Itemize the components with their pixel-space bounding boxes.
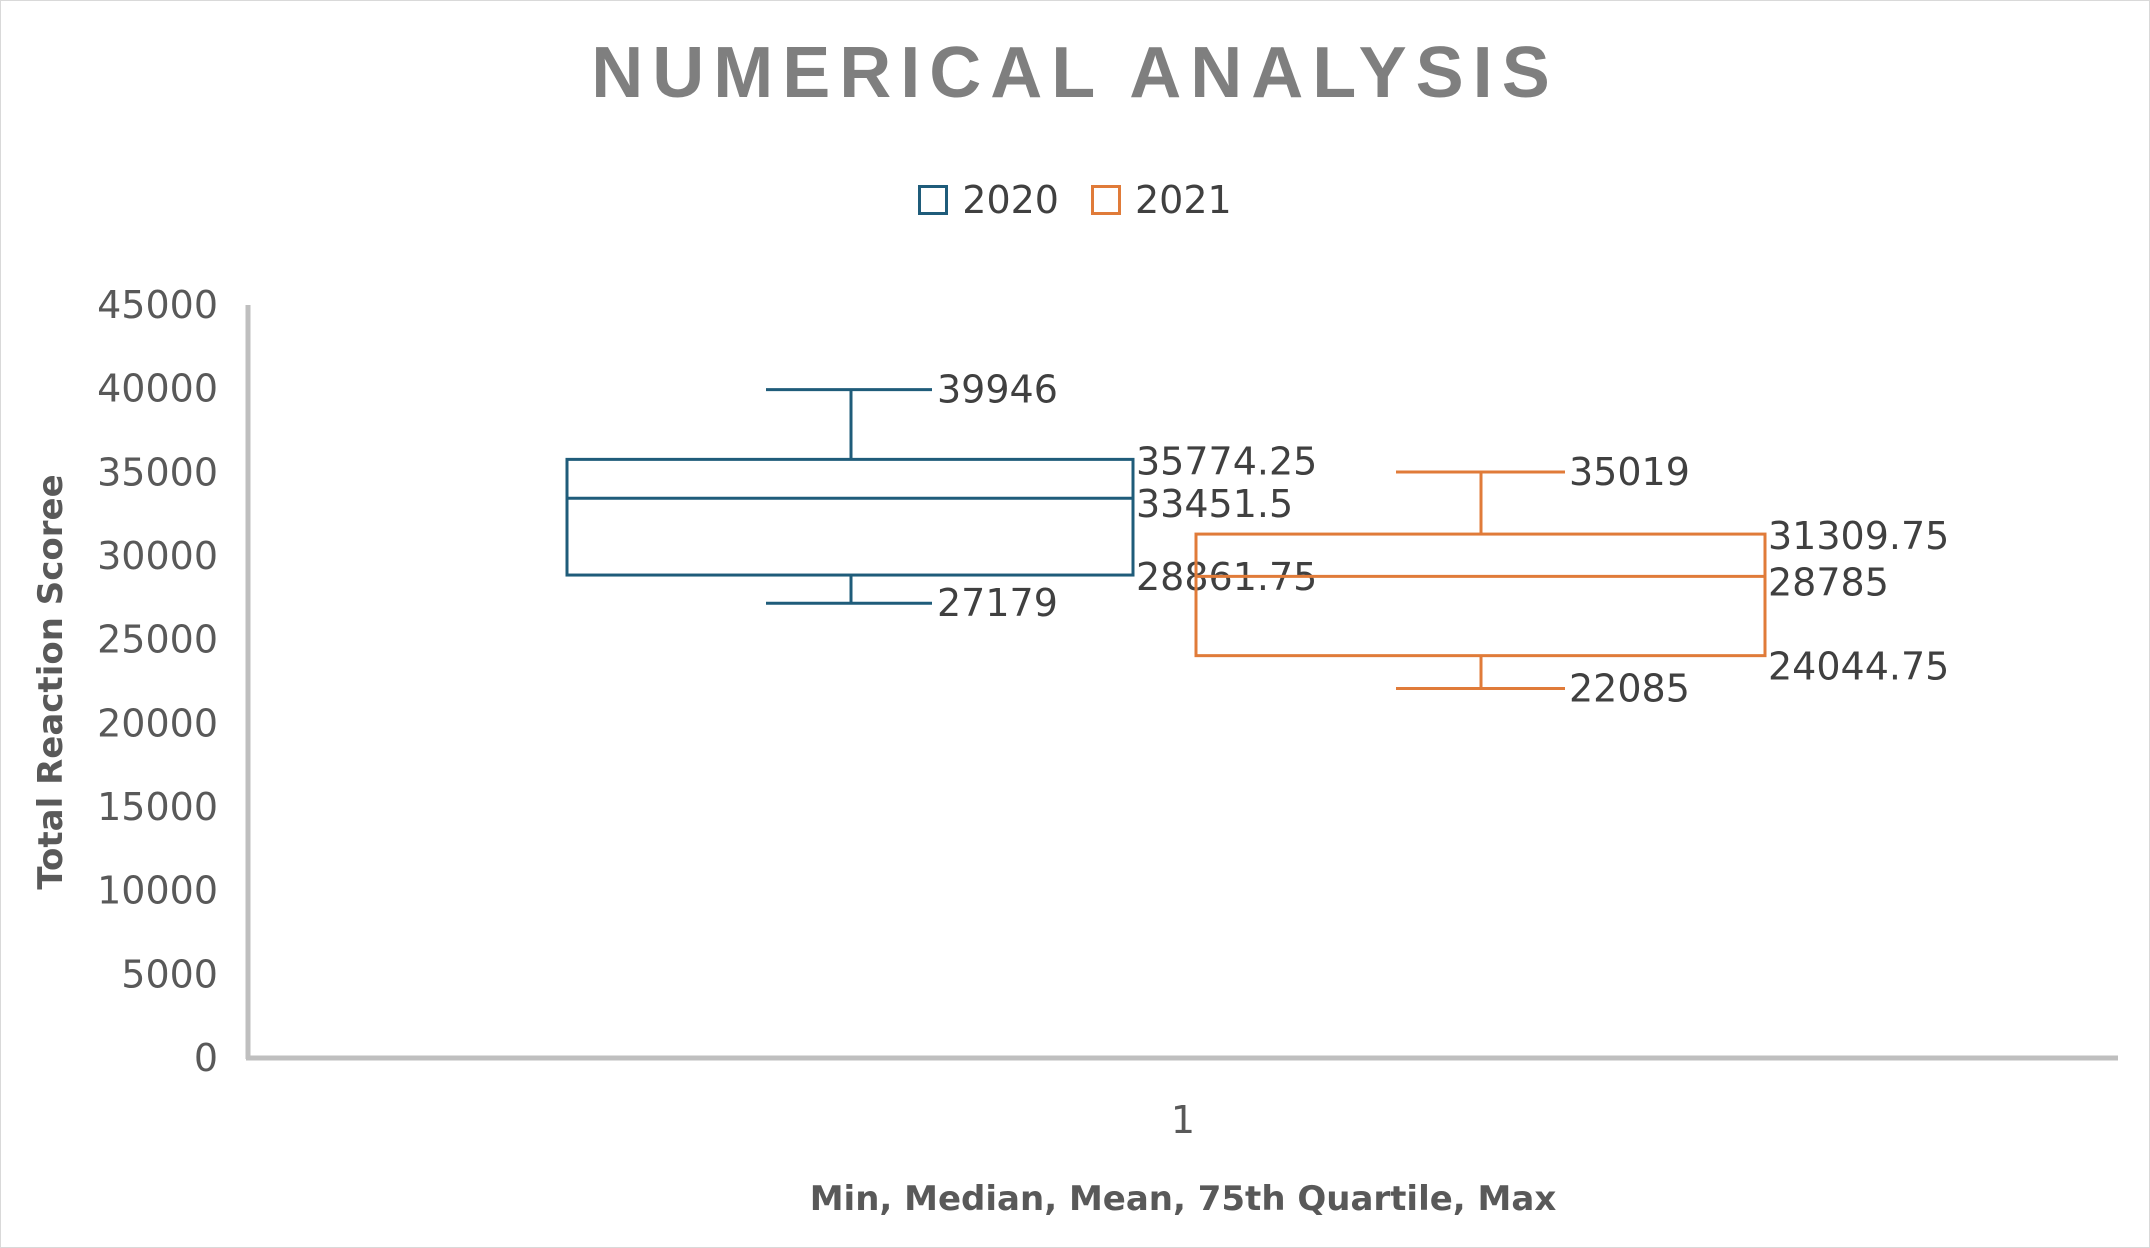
chart-title: NUMERICAL ANALYSIS [591,33,1559,113]
y-axis-title: Total Reaction Scoree [31,474,71,889]
y-tick-label: 20000 [97,701,218,745]
x-tick-label: 1 [1171,1098,1195,1142]
data-label-max-2020: 39946 [937,368,1058,412]
data-label-q3-2020: 35774.25 [1136,439,1317,483]
data-label-median-2020: 33451.5 [1136,482,1293,526]
box-2020 [565,457,1135,577]
y-tick-label: 25000 [97,618,218,662]
y-tick-label: 30000 [97,534,218,578]
data-label-median-2021: 28785 [1768,560,1889,604]
data-label-max-2021: 35019 [1569,450,1690,494]
data-label-q1-2021: 24044.75 [1768,645,1949,689]
legend-swatch-2020 [918,185,949,215]
legend-item-2021: 2021 [1091,178,1232,222]
legend: 2020 2021 [0,178,2150,222]
data-label-min-2020: 27179 [937,581,1058,625]
data-label-q3-2021: 31309.75 [1768,514,1949,558]
y-tick-label: 0 [194,1036,218,1080]
legend-item-2020: 2020 [918,178,1059,222]
y-tick-label: 15000 [97,785,218,829]
y-tick-label: 45000 [97,283,218,327]
data-label-min-2021: 22085 [1569,666,1690,710]
legend-label-2021: 2021 [1135,178,1232,222]
y-tick-label: 5000 [121,952,218,996]
y-tick-label: 40000 [97,367,218,411]
x-axis-title: Min, Median, Mean, 75th Quartile, Max [810,1179,1557,1219]
y-tick-label: 10000 [97,869,218,913]
legend-swatch-2021 [1091,185,1121,215]
y-tick-label: 35000 [97,450,218,494]
legend-label-2020: 2020 [962,178,1059,222]
